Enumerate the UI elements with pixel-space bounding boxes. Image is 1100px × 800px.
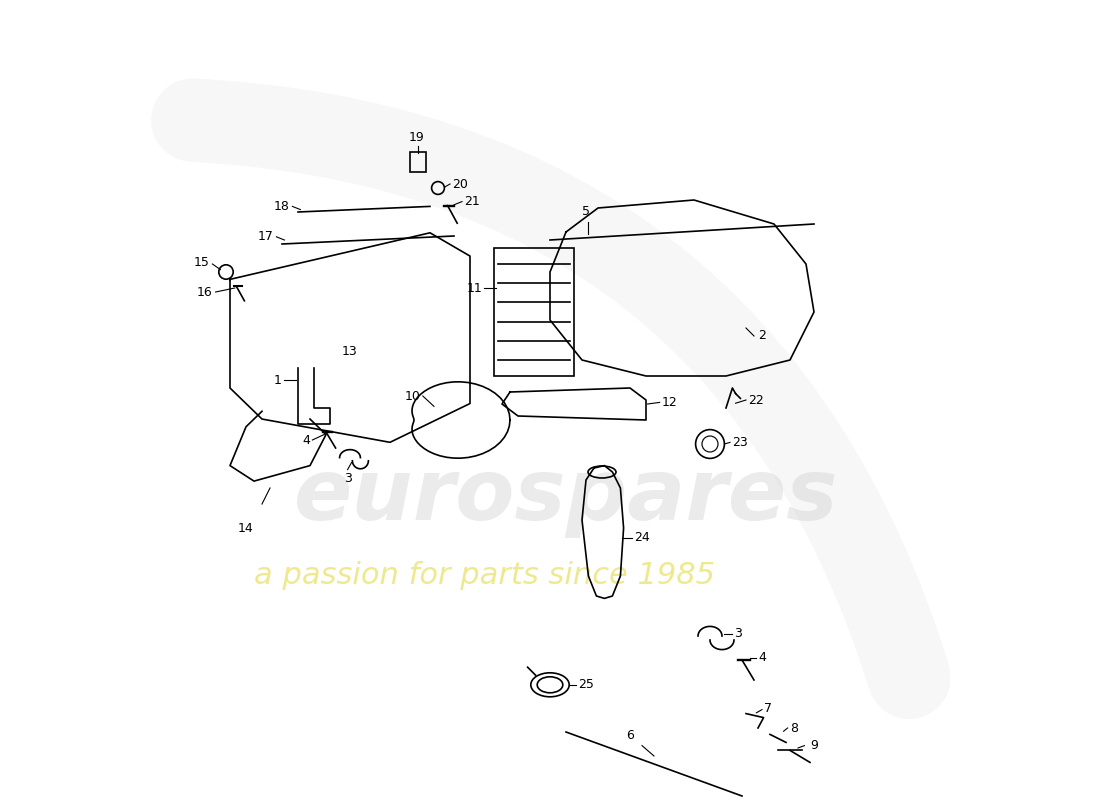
Text: 17: 17 [258, 230, 274, 243]
Text: 4: 4 [302, 434, 310, 446]
Text: 3: 3 [343, 472, 352, 485]
Text: 20: 20 [452, 178, 469, 190]
Text: 5: 5 [582, 206, 590, 218]
Text: 2: 2 [758, 330, 766, 342]
Text: 19: 19 [408, 131, 425, 144]
Text: 16: 16 [197, 286, 212, 298]
FancyArrowPatch shape [192, 120, 910, 678]
Text: 3: 3 [734, 627, 741, 640]
Text: 23: 23 [733, 436, 748, 449]
Text: 15: 15 [194, 256, 210, 269]
Text: 1: 1 [274, 374, 282, 386]
Text: 8: 8 [790, 722, 798, 734]
Text: 11: 11 [466, 282, 482, 294]
Text: 10: 10 [405, 390, 420, 402]
Text: 7: 7 [764, 702, 772, 714]
Text: 6: 6 [626, 730, 634, 742]
Text: 21: 21 [464, 195, 481, 208]
Text: 24: 24 [634, 531, 650, 544]
Text: 12: 12 [662, 396, 678, 409]
Text: 4: 4 [758, 651, 766, 664]
Text: eurospares: eurospares [294, 454, 838, 538]
Text: 18: 18 [274, 200, 290, 213]
Text: 22: 22 [748, 394, 764, 406]
Text: 14: 14 [238, 522, 254, 534]
Text: 9: 9 [810, 739, 818, 752]
Text: a passion for parts since 1985: a passion for parts since 1985 [254, 562, 715, 590]
Text: 13: 13 [342, 346, 358, 358]
Text: 25: 25 [578, 678, 594, 691]
